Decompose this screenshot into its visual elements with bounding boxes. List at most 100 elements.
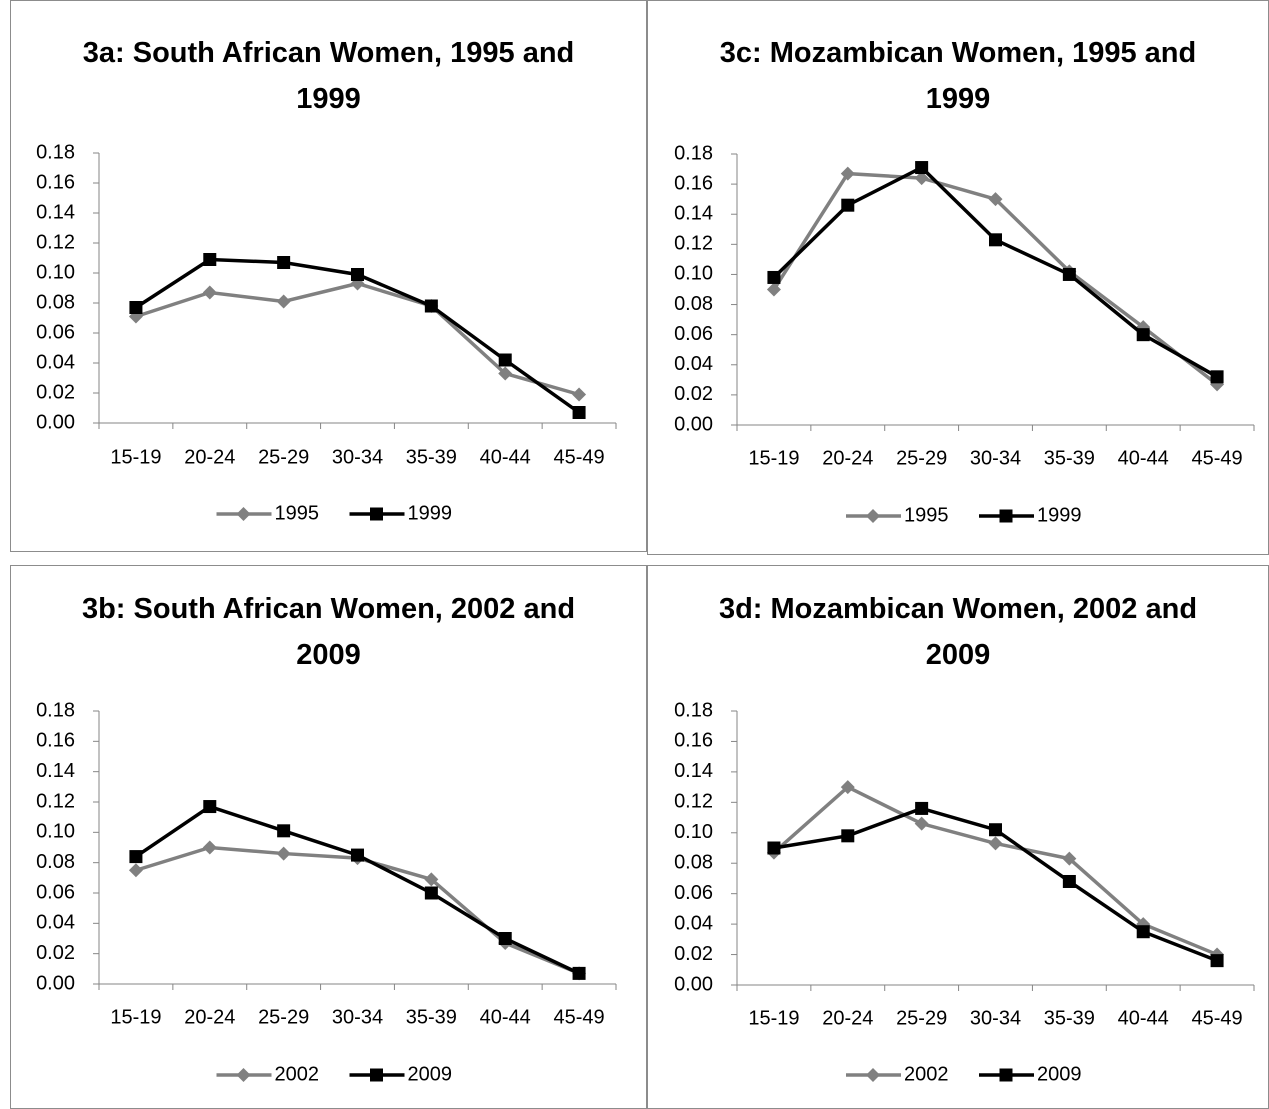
marker [351, 848, 364, 862]
marker [498, 366, 513, 381]
marker [999, 1068, 1013, 1082]
y-tick-label: 0.16 [674, 172, 713, 194]
marker [276, 294, 291, 309]
y-tick-label: 0.04 [674, 912, 713, 934]
x-tick-label: 35-39 [1044, 1007, 1095, 1029]
y-tick-label: 0.08 [36, 851, 75, 873]
x-tick-label: 25-29 [258, 1006, 309, 1028]
marker [915, 801, 929, 815]
marker [236, 507, 251, 521]
y-tick-label: 0.16 [36, 171, 75, 193]
x-tick-label: 15-19 [110, 1006, 161, 1028]
marker [202, 285, 217, 300]
marker [915, 161, 929, 175]
legend-label: 1999 [1037, 504, 1082, 526]
y-tick-label: 0.00 [674, 413, 713, 435]
x-tick-label: 40-44 [480, 1006, 531, 1028]
y-tick-label: 0.14 [36, 760, 75, 782]
legend-label: 2002 [904, 1063, 949, 1085]
y-tick-label: 0.00 [674, 973, 713, 995]
marker [914, 816, 929, 831]
x-tick-label: 45-49 [553, 446, 604, 468]
x-tick-label: 45-49 [1191, 1007, 1242, 1029]
x-tick-label: 30-34 [970, 1007, 1021, 1029]
chart-title: 3c: Mozambican Women, 1995 and 1999 [719, 37, 1197, 115]
x-tick-label: 40-44 [480, 446, 531, 468]
chart-title: 3d: Mozambican Women, 2002 and 2009 [718, 593, 1198, 671]
marker [1210, 954, 1224, 968]
marker [202, 840, 217, 855]
x-tick-label: 35-39 [406, 1006, 457, 1028]
x-tick-label: 20-24 [184, 1006, 235, 1028]
x-tick-label: 30-34 [332, 446, 383, 468]
chart-title: 3a: South African Women, 1995 and 1999 [82, 37, 575, 115]
x-tick-label: 40-44 [1118, 447, 1169, 469]
marker [572, 406, 586, 419]
legend-label: 1999 [408, 502, 453, 524]
x-tick-label: 15-19 [748, 447, 799, 469]
marker [498, 932, 512, 945]
y-tick-label: 0.18 [674, 142, 713, 164]
x-tick-label: 30-34 [970, 447, 1021, 469]
marker [866, 509, 880, 523]
x-tick-label: 25-29 [896, 1007, 947, 1029]
marker [841, 829, 855, 843]
series-line [134, 804, 580, 975]
marker [1062, 874, 1076, 888]
y-tick-label: 0.12 [36, 790, 75, 812]
y-tick-label: 0.04 [36, 351, 75, 373]
y-tick-label: 0.16 [674, 730, 713, 752]
marker [277, 824, 291, 838]
marker [572, 387, 587, 402]
y-tick-label: 0.06 [36, 321, 75, 343]
legend-label: 1995 [275, 502, 320, 524]
marker [128, 863, 143, 878]
y-tick-label: 0.18 [674, 699, 713, 721]
marker [840, 166, 855, 181]
marker [1136, 328, 1150, 342]
marker [424, 886, 438, 900]
marker [370, 507, 383, 521]
marker [370, 1068, 383, 1082]
x-tick-label: 15-19 [110, 446, 161, 468]
marker [999, 509, 1013, 523]
legend-label: 2009 [408, 1063, 453, 1085]
marker [989, 823, 1002, 837]
x-tick-label: 20-24 [184, 446, 235, 468]
marker [988, 836, 1003, 851]
marker [129, 301, 143, 314]
marker [351, 268, 364, 281]
y-tick-label: 0.14 [36, 201, 75, 223]
marker [277, 256, 291, 269]
y-tick-label: 0.02 [674, 383, 713, 405]
y-tick-label: 0.18 [36, 141, 75, 163]
x-tick-label: 35-39 [1044, 447, 1095, 469]
marker [989, 233, 1002, 247]
x-tick-label: 35-39 [406, 446, 457, 468]
marker [766, 282, 781, 297]
x-tick-label: 20-24 [822, 447, 873, 469]
y-tick-label: 0.06 [674, 882, 713, 904]
y-tick-label: 0.08 [674, 852, 713, 874]
marker [840, 780, 855, 795]
legend-label: 2009 [1037, 1063, 1082, 1085]
marker [866, 1068, 880, 1082]
legend-label: 2002 [275, 1063, 320, 1085]
x-tick-label: 45-49 [553, 1006, 604, 1028]
marker [203, 800, 217, 814]
series-line [135, 281, 580, 397]
y-tick-label: 0.04 [36, 912, 75, 934]
marker [572, 966, 586, 980]
marker [841, 198, 855, 212]
marker [1062, 267, 1076, 281]
y-tick-label: 0.02 [674, 943, 713, 965]
y-tick-label: 0.12 [674, 791, 713, 813]
y-tick-label: 0.12 [674, 233, 713, 255]
marker [276, 846, 291, 861]
marker [1062, 851, 1077, 866]
marker [424, 299, 438, 313]
x-tick-label: 20-24 [822, 1007, 873, 1029]
y-tick-label: 0.06 [674, 323, 713, 345]
